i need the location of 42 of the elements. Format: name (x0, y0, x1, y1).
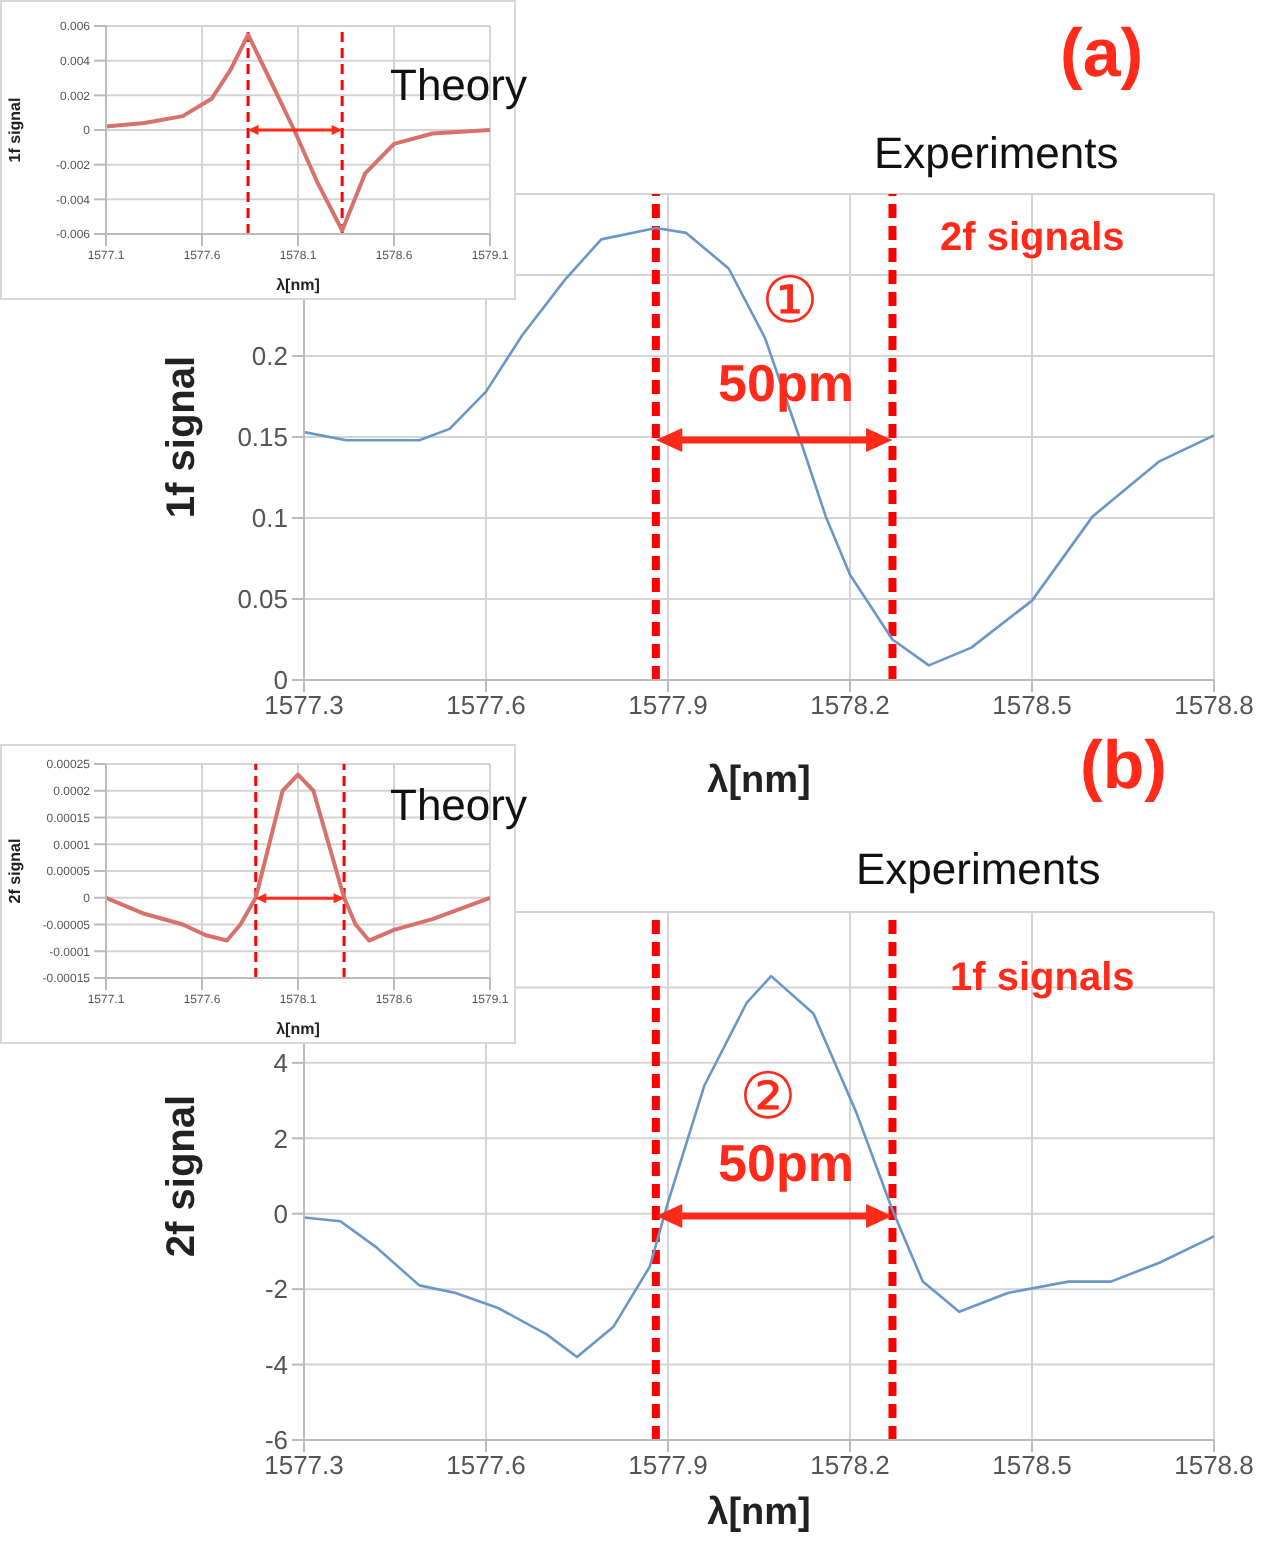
x-tick-label: 1578.8 (1174, 690, 1254, 721)
x-tick-label: 1578.2 (810, 1450, 890, 1481)
chart-title: Experiments (874, 128, 1119, 180)
annotation: ① (761, 262, 819, 338)
x-tick-label: 1578.5 (992, 1450, 1072, 1481)
chart-title: Experiments (856, 844, 1101, 896)
x-axis-title: λ[nm] (707, 760, 811, 802)
y-tick-label: 4 (273, 1048, 288, 1079)
y-tick-label: 0.05 (237, 584, 288, 615)
x-axis-title: λ[nm] (276, 276, 321, 294)
y-tick-label: -4 (264, 1349, 288, 1380)
y-tick-label: 0.1 (251, 503, 288, 534)
annotation: ② (739, 1058, 797, 1134)
text: Theory (390, 60, 527, 112)
x-tick-label: 1577.3 (264, 690, 344, 721)
x-tick-label: 1578.5 (992, 690, 1072, 721)
x-axis-title: λ[nm] (707, 1492, 811, 1534)
x-tick-label: 1577.9 (628, 690, 708, 721)
x-tick-label: 1578.8 (1174, 1450, 1254, 1481)
text: (a) (1060, 16, 1144, 94)
x-tick-label: 1577.6 (446, 690, 526, 721)
text: (b) (1080, 728, 1167, 806)
y-tick-label: -2 (264, 1274, 288, 1305)
y-tick-label: 0.2 (251, 341, 288, 372)
y-tick-label: -6 (264, 1425, 288, 1456)
y-tick-label: 2 (273, 1123, 288, 1154)
x-tick-label: 1577.9 (628, 1450, 708, 1481)
y-axis-title: 1f signal (5, 97, 24, 163)
annotation: 2f signals (940, 216, 1125, 262)
annotation: 50pm (718, 1133, 854, 1195)
y-axis-title: 2f signal (160, 1094, 205, 1258)
y-axis-title: 2f signal (5, 838, 24, 904)
x-tick-label: 1577.6 (446, 1450, 526, 1481)
x-tick-label: 1578.2 (810, 690, 890, 721)
chart-title: Theory (390, 780, 527, 832)
y-tick-label: 0 (273, 665, 288, 696)
x-axis-title: λ[nm] (276, 1020, 321, 1038)
y-tick-label: 0.15 (237, 422, 288, 453)
annotation: 1f signals (950, 956, 1135, 1002)
y-axis-title: 1f signal (160, 355, 205, 519)
x-tick-label: 1577.3 (264, 1450, 344, 1481)
y-tick-label: 0 (273, 1198, 288, 1229)
